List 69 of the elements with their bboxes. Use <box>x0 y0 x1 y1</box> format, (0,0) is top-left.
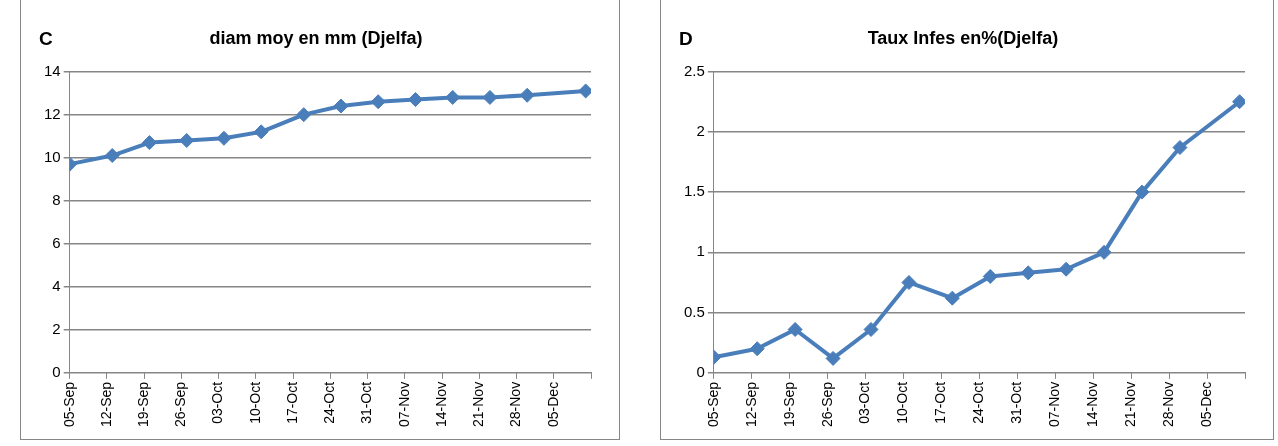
x-tick-label: 31-Oct <box>358 381 375 424</box>
x-tick-label: 03-Oct <box>209 381 226 424</box>
point <box>445 89 461 105</box>
y-tick-label: 8 <box>52 190 61 208</box>
x-tick-label: 19-Sep <box>135 381 152 428</box>
point <box>253 124 269 140</box>
text: C <box>39 27 53 49</box>
y-tick-label: 0 <box>696 363 705 380</box>
x-tick-label: 21-Nov <box>1122 381 1139 427</box>
point <box>1134 184 1150 200</box>
x-tick-label: 05-Dec <box>544 381 561 427</box>
y-tick-label: 0.5 <box>683 302 705 320</box>
y-tick-label: 14 <box>44 61 61 79</box>
point <box>370 94 386 110</box>
point <box>901 274 917 290</box>
x-tick-label: 14-Nov <box>432 381 449 427</box>
x-tick-label: 26-Sep <box>172 381 189 428</box>
x-tick-label: 17-Oct <box>283 381 300 424</box>
point <box>749 341 765 357</box>
point <box>1020 265 1036 281</box>
x-tick-label: 21-Nov <box>470 381 487 427</box>
point <box>333 98 349 114</box>
point <box>787 321 803 337</box>
y-tick-label: 1 <box>696 242 705 260</box>
x-tick-label: 24-Oct <box>321 381 338 424</box>
chart-title: diam moy en mm (Djelfa) <box>209 27 423 48</box>
x-tick-label: 05-Sep <box>60 381 77 428</box>
x-tick-label: 31-Oct <box>1008 381 1025 424</box>
point <box>1058 261 1074 277</box>
y-tick-label: 1.5 <box>683 182 705 200</box>
point <box>863 321 879 337</box>
x-tick-label: 10-Oct <box>894 381 911 424</box>
point <box>104 148 120 164</box>
x-tick-label: 28-Nov <box>507 381 524 427</box>
point <box>141 135 157 151</box>
point <box>825 350 841 366</box>
x-tick-label: 10-Oct <box>246 381 263 424</box>
point <box>179 132 195 148</box>
x-tick-label: 03-Oct <box>856 381 873 424</box>
y-tick-label: 0 <box>52 363 61 380</box>
x-tick-label: 28-Nov <box>1159 381 1176 427</box>
x-tick-label: 07-Nov <box>1046 381 1063 427</box>
x-tick-label: 12-Sep <box>742 381 759 428</box>
y-tick-label: 12 <box>44 104 61 122</box>
y-tick-label: 6 <box>52 233 61 251</box>
y-tick-label: 2 <box>52 319 61 337</box>
x-tick-label: 07-Nov <box>395 381 412 427</box>
point <box>944 290 960 306</box>
chart-title: Taux Infes en%(Djelfa) <box>867 27 1059 48</box>
point <box>296 107 312 123</box>
x-tick-label: 26-Sep <box>818 381 835 428</box>
point <box>482 89 498 105</box>
point <box>1172 140 1188 156</box>
point <box>1096 244 1112 260</box>
y-tick-label: 4 <box>52 276 61 294</box>
x-tick-label: 05-Dec <box>1197 381 1214 427</box>
y-tick-label: 10 <box>44 147 61 165</box>
point <box>982 268 998 284</box>
x-tick-label: 12-Sep <box>97 381 114 428</box>
x-tick-label: 19-Sep <box>780 381 797 428</box>
point <box>216 130 232 146</box>
x-tick-label: 14-Nov <box>1084 381 1101 427</box>
x-tick-label: 24-Oct <box>970 381 987 424</box>
text: D <box>679 27 693 49</box>
y-tick-label: 2.5 <box>683 61 705 79</box>
x-tick-label: 17-Oct <box>932 381 949 424</box>
y-tick-label: 2 <box>696 121 705 139</box>
x-tick-label: 05-Sep <box>704 381 721 428</box>
point <box>519 87 535 103</box>
